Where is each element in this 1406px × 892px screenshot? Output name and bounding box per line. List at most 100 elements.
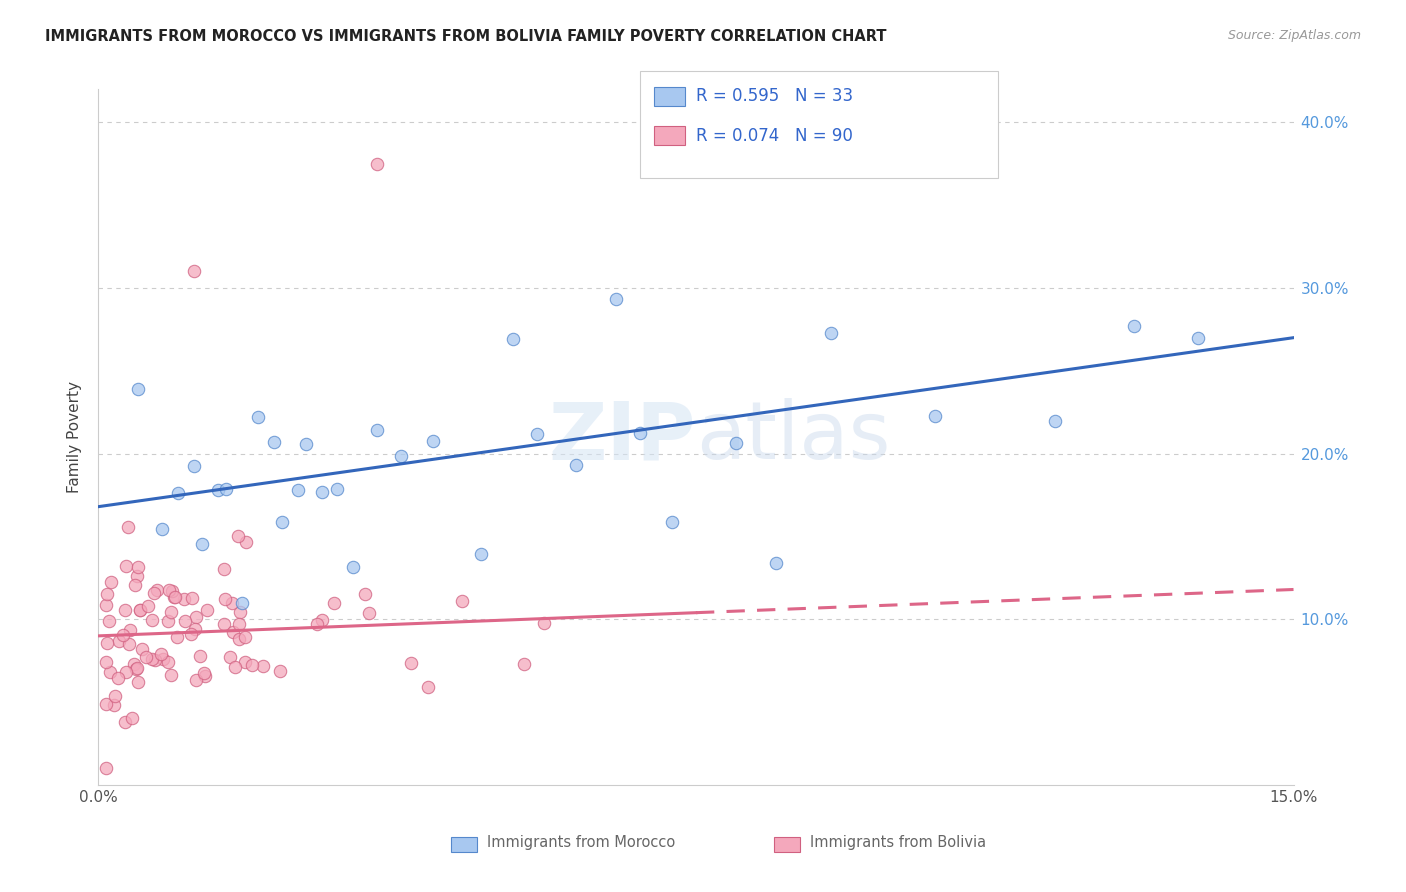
Text: Source: ZipAtlas.com: Source: ZipAtlas.com <box>1227 29 1361 42</box>
Point <box>118 624 141 638</box>
Point <box>207 483 229 497</box>
Point <box>96 636 118 650</box>
Point <box>502 332 524 346</box>
Point <box>103 698 125 712</box>
Point <box>422 434 444 449</box>
Point <box>143 653 166 667</box>
Point <box>127 569 149 583</box>
Point <box>1187 331 1209 345</box>
Point <box>235 535 257 549</box>
Point <box>107 671 129 685</box>
Point <box>228 605 250 619</box>
Point <box>450 593 472 607</box>
Point <box>326 482 349 496</box>
Point <box>136 599 159 614</box>
Point <box>214 591 236 606</box>
Point <box>565 458 588 472</box>
Y-axis label: Family Poverty: Family Poverty <box>67 381 83 493</box>
Point <box>124 657 146 671</box>
Point <box>195 603 218 617</box>
Point <box>156 655 179 669</box>
Point <box>108 633 131 648</box>
Point <box>233 630 256 644</box>
Point <box>924 409 946 423</box>
Point <box>221 596 243 610</box>
Point <box>115 558 138 573</box>
Point <box>96 598 118 612</box>
Point <box>118 637 141 651</box>
Text: atlas: atlas <box>696 398 890 476</box>
Point <box>228 617 250 632</box>
Text: R = 0.595   N = 33: R = 0.595 N = 33 <box>696 87 853 105</box>
Point <box>131 642 153 657</box>
Point <box>226 528 249 542</box>
Point <box>212 562 235 576</box>
Bar <box>773 837 800 853</box>
Point <box>252 659 274 673</box>
Point <box>270 515 292 529</box>
Point <box>191 537 214 551</box>
Point <box>399 657 422 671</box>
Point <box>526 427 548 442</box>
Point <box>180 627 202 641</box>
Text: ZIP: ZIP <box>548 398 696 476</box>
Point <box>157 583 180 598</box>
Bar <box>451 837 477 853</box>
Point <box>416 681 439 695</box>
Point <box>765 556 787 570</box>
Point <box>152 652 174 666</box>
Point <box>173 591 195 606</box>
Text: Immigrants from Bolivia: Immigrants from Bolivia <box>810 835 986 850</box>
Point <box>96 587 118 601</box>
Point <box>533 615 555 630</box>
Point <box>160 583 183 598</box>
Point <box>305 616 328 631</box>
Point <box>141 613 163 627</box>
Point <box>114 714 136 729</box>
Point <box>141 652 163 666</box>
Point <box>228 632 250 646</box>
Point <box>98 614 121 628</box>
Point <box>104 689 127 703</box>
Point <box>311 613 333 627</box>
Point <box>222 624 245 639</box>
Point <box>354 586 377 600</box>
Point <box>135 649 157 664</box>
Point <box>322 596 344 610</box>
Point <box>389 449 412 463</box>
Point <box>112 628 135 642</box>
Point <box>224 659 246 673</box>
Point <box>240 658 263 673</box>
Point <box>215 482 238 496</box>
Text: IMMIGRANTS FROM MOROCCO VS IMMIGRANTS FROM BOLIVIA FAMILY POVERTY CORRELATION CH: IMMIGRANTS FROM MOROCCO VS IMMIGRANTS FR… <box>45 29 887 44</box>
Point <box>605 292 627 306</box>
Point <box>287 483 309 497</box>
Point <box>143 586 166 600</box>
Point <box>127 382 149 396</box>
Point <box>219 649 242 664</box>
Text: Immigrants from Morocco: Immigrants from Morocco <box>486 835 675 850</box>
Point <box>125 662 148 676</box>
Point <box>117 520 139 534</box>
Point <box>661 515 683 529</box>
Point <box>173 615 195 629</box>
Point <box>96 761 118 775</box>
Point <box>235 656 257 670</box>
Point <box>184 609 207 624</box>
Point <box>366 424 388 438</box>
Point <box>820 326 842 341</box>
Point <box>294 437 316 451</box>
Point <box>183 622 205 636</box>
Point <box>128 603 150 617</box>
Point <box>183 264 205 278</box>
Point <box>166 630 188 644</box>
Point <box>513 657 536 672</box>
Point <box>96 655 118 669</box>
Point <box>160 605 183 619</box>
Point <box>150 522 173 536</box>
Point <box>100 575 122 590</box>
Point <box>470 547 492 561</box>
Point <box>212 616 235 631</box>
Point <box>121 711 143 725</box>
Point <box>724 436 747 450</box>
